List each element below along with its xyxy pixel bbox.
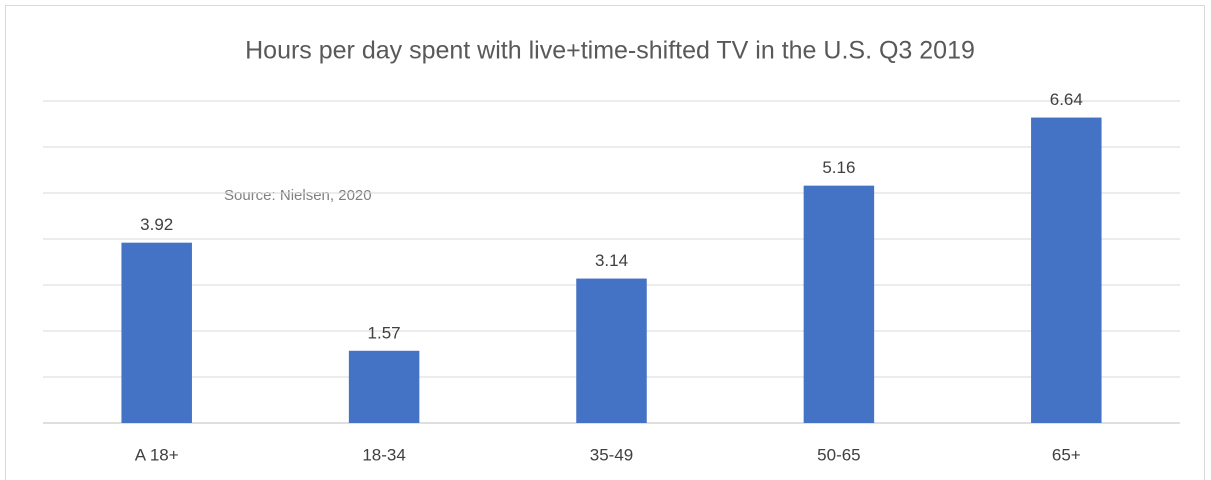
x-tick-label: 65+ [1052,445,1081,464]
chart-title: Hours per day spent with live+time-shift… [245,37,975,65]
data-label: 3.92 [140,215,173,234]
x-tick-label: 50-65 [817,445,860,464]
x-tick-label: A 18+ [135,445,179,464]
bar [576,278,647,423]
data-label: 6.64 [1050,90,1083,109]
bar [803,185,875,423]
data-label: 1.57 [368,323,401,342]
bar [348,350,420,423]
x-tick-label: 18-34 [362,445,405,464]
data-label: 3.14 [595,251,628,270]
bar [121,242,192,423]
annotation: Source: Nielsen, 2020 [224,187,372,204]
bar [1031,117,1102,423]
data-label: 5.16 [822,158,855,177]
x-tick-label: 35-49 [590,445,633,464]
